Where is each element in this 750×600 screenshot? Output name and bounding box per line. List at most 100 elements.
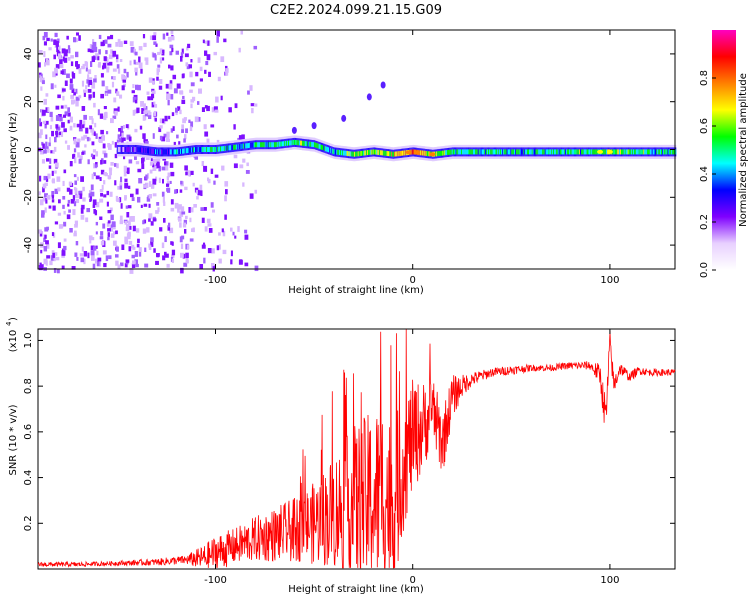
ridge-core [665, 149, 667, 155]
noise-cell [115, 195, 119, 202]
noise-cell [57, 242, 61, 249]
ridge-core [494, 149, 496, 155]
ridge-core [454, 149, 456, 155]
noise-cell [130, 46, 135, 53]
ridge-core [644, 149, 646, 155]
ridge-core [447, 150, 449, 155]
noise-cell [72, 73, 76, 79]
noise-cell [88, 94, 92, 99]
spectral-spot [311, 122, 317, 130]
ridge-core [287, 140, 289, 146]
spectrogram-y-label: Frequency (Hz) [8, 112, 19, 188]
noise-cell [67, 119, 70, 124]
noise-cell [211, 248, 215, 254]
noise-cell [64, 104, 68, 109]
noise-cell [40, 73, 43, 78]
noise-cell [81, 136, 85, 141]
noise-cell [42, 143, 45, 149]
noise-cell [63, 210, 66, 215]
noise-cell [140, 204, 143, 208]
ridge-core [276, 142, 279, 147]
noise-cell [166, 263, 170, 268]
noise-cell [79, 155, 83, 160]
snr-series [37, 329, 676, 569]
noise-cell [100, 192, 104, 197]
noise-cell [137, 238, 140, 244]
y-tick-label: 0.6 [23, 424, 34, 440]
noise-cell [196, 196, 199, 200]
noise-cell [91, 83, 96, 89]
noise-cell [64, 80, 68, 86]
noise-cell [214, 174, 219, 178]
noise-cell [114, 143, 119, 148]
noise-cell [51, 195, 55, 199]
noise-cell [107, 228, 112, 232]
noise-cell [45, 134, 48, 140]
ridge-core [670, 149, 672, 155]
noise-cell [197, 57, 201, 63]
noise-cell [73, 37, 77, 43]
noise-cell [131, 197, 135, 201]
noise-cell [211, 107, 216, 113]
ridge-core [256, 142, 258, 148]
ridge-core [546, 149, 548, 155]
noise-cell [76, 32, 79, 36]
ridge-core [561, 149, 563, 155]
noise-cell [184, 134, 187, 140]
snr-scale-exponent: 4 [5, 321, 13, 326]
ridge-core [209, 147, 212, 152]
noise-cell [203, 242, 206, 248]
noise-cell [49, 137, 52, 143]
noise-cell [115, 230, 118, 235]
noise-cell [88, 80, 93, 85]
noise-cell [57, 187, 61, 192]
ridge-core [484, 149, 486, 155]
noise-cell [239, 164, 244, 169]
snr-y-axis: 0.20.40.60.81.0 [23, 332, 675, 531]
noise-cell [90, 245, 95, 251]
noise-cell [127, 220, 131, 226]
noise-cell [143, 42, 147, 48]
ridge-core [272, 142, 274, 148]
noise-cell [108, 144, 112, 150]
ridge-core [289, 140, 291, 146]
ridge-core [348, 151, 350, 157]
noise-cell [145, 59, 149, 65]
snr-scale-close: ) [8, 317, 19, 321]
noise-cell [100, 129, 104, 135]
noise-cell [43, 246, 48, 252]
noise-cell [138, 46, 143, 51]
noise-cell [187, 170, 191, 177]
noise-cell [63, 245, 67, 251]
noise-cell [177, 106, 181, 111]
ridge-core [165, 149, 167, 155]
noise-cell [129, 60, 132, 66]
ridge-core [305, 141, 307, 147]
noise-cell [148, 194, 152, 199]
ridge-core [654, 149, 656, 155]
noise-cell [180, 52, 184, 58]
noise-cell [66, 214, 71, 220]
ridge-core [139, 147, 141, 153]
noise-cell [83, 92, 86, 97]
noise-cell [198, 88, 202, 94]
noise-cell [199, 264, 204, 269]
ridge-core [266, 142, 268, 148]
noise-cell [171, 112, 175, 117]
noise-cell [163, 133, 167, 138]
ridge-core [148, 148, 150, 154]
noise-cell [95, 201, 100, 208]
ridge-core [604, 149, 606, 155]
noise-cell [181, 211, 186, 215]
ridge-core [513, 149, 515, 155]
ridge-core [170, 149, 173, 155]
noise-cell [190, 207, 194, 213]
noise-cell [119, 94, 123, 99]
noise-cell [172, 74, 177, 80]
noise-cell [88, 97, 92, 101]
noise-cell [180, 206, 185, 212]
ridge-core [580, 149, 582, 155]
noise-cell [45, 240, 49, 245]
ridge-core [395, 151, 397, 157]
noise-cell [51, 191, 55, 197]
